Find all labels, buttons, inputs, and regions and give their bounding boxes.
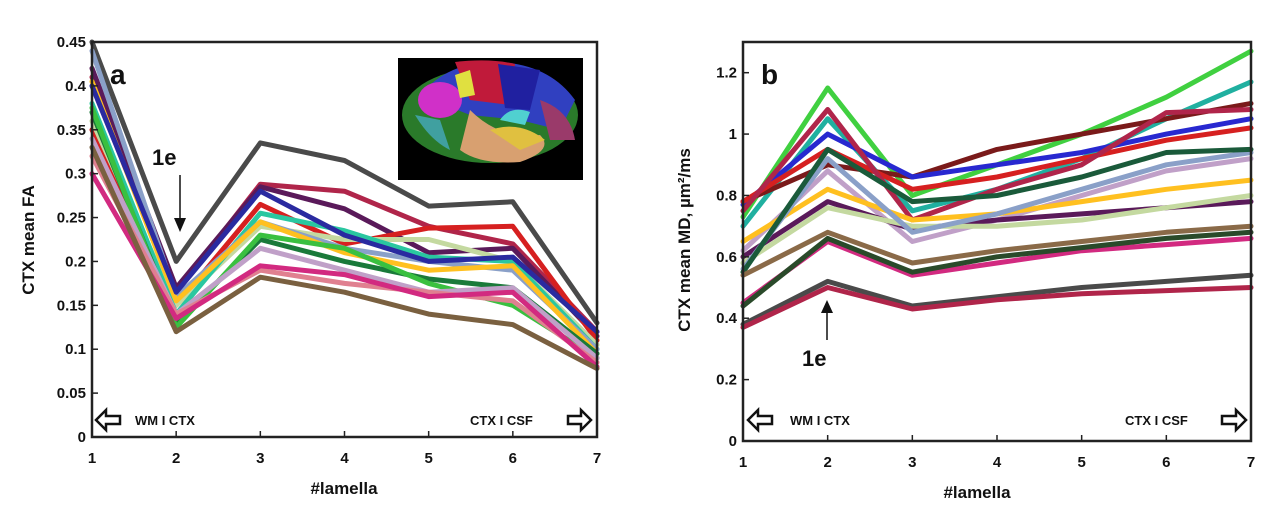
- left-region-label-a: WM I CTX: [135, 413, 195, 428]
- y-axis-label-a: CTX mean FA: [19, 185, 38, 295]
- series-line-b-6: [740, 107, 1254, 223]
- series-line-b-15: [740, 229, 1254, 309]
- x-tick-label-a-3: 3: [256, 450, 264, 467]
- x-tick-label-a-5: 5: [424, 450, 432, 467]
- y-tick-label-a-0: 0: [78, 429, 86, 446]
- series-line-b-3: [740, 100, 1254, 205]
- x-tick-label-b-4: 4: [993, 454, 1002, 471]
- chart-panel-a: 1 2 3 4 5 6 7 0 0.05 0.1 0.15 0.2 0.25 0.3 0.35 0.4 0.45…: [19, 34, 601, 498]
- x-tick-label-b-5: 5: [1077, 454, 1085, 471]
- series-line-a-15: [89, 83, 600, 335]
- series-line-a-1: [89, 39, 600, 326]
- x-tick-label-b-1: 1: [739, 454, 747, 471]
- x-tick-label-b-7: 7: [1247, 454, 1255, 471]
- series-line-b-13: [740, 223, 1254, 278]
- right-arrow-icon-b: [1220, 406, 1248, 434]
- y-tick-label-a-0.2: 0.2: [65, 253, 86, 270]
- x-tick-label-a-4: 4: [340, 450, 349, 467]
- series-line-b-17: [740, 285, 1254, 330]
- y-tick-label-a-0.45: 0.45: [57, 34, 86, 51]
- x-tick-label-a-7: 7: [593, 450, 601, 467]
- y-tick-label-b-0.2: 0.2: [716, 372, 737, 389]
- series-line-b-4: [740, 116, 1254, 208]
- series-line-a-8: [89, 79, 600, 357]
- series-line-b-10: [740, 193, 1254, 266]
- annotation-1e-a: 1e: [152, 145, 176, 170]
- ticks-group-b: 1 2 3 4 5 6 7 0 0.2 0.4 0.6 0.8 1 1.2: [716, 65, 1255, 471]
- y-tick-label-b-1.2: 1.2: [716, 65, 737, 82]
- brain-inset-image: [398, 58, 583, 180]
- right-arrow-icon-a: [566, 406, 593, 434]
- x-axis-label-b: #lamella: [943, 483, 1011, 502]
- y-tick-label-a-0.15: 0.15: [57, 297, 86, 314]
- annotation-arrowhead-a: [174, 218, 186, 232]
- panel-label-b: b: [761, 59, 778, 90]
- annotation-arrowhead-b: [821, 300, 833, 313]
- left-arrow-icon-b: [746, 406, 774, 434]
- y-tick-label-b-0.4: 0.4: [716, 310, 738, 327]
- series-line-a-13: [89, 171, 600, 370]
- y-tick-label-a-0.3: 0.3: [65, 166, 86, 183]
- series-group-a: [89, 39, 600, 371]
- x-tick-label-b-6: 6: [1162, 454, 1170, 471]
- series-line-b-12: [740, 146, 1254, 275]
- left-region-label-b: WM I CTX: [790, 413, 850, 428]
- series-line-b-11: [740, 150, 1254, 272]
- left-arrow-icon-a: [94, 406, 122, 434]
- y-tick-label-a-0.35: 0.35: [57, 122, 86, 139]
- right-region-label-b: CTX I CSF: [1125, 413, 1188, 428]
- y-tick-label-a-0.05: 0.05: [57, 385, 86, 402]
- right-region-label-a: CTX I CSF: [470, 413, 533, 428]
- y-tick-label-b-0.8: 0.8: [716, 187, 737, 204]
- panel-label-a: a: [110, 59, 126, 90]
- y-tick-label-a-0.4: 0.4: [65, 78, 87, 95]
- chart-panel-b: 1 2 3 4 5 6 7 0 0.2 0.4 0.6 0.8 1 1.2 b 1e WM I CTX C…: [675, 40, 1255, 502]
- x-axis-label-a: #lamella: [310, 479, 378, 498]
- y-tick-label-b-0: 0: [729, 433, 737, 450]
- series-group-b: [740, 48, 1254, 330]
- x-tick-label-a-1: 1: [88, 450, 96, 467]
- y-tick-label-b-0.6: 0.6: [716, 249, 737, 266]
- x-tick-label-b-2: 2: [823, 454, 831, 471]
- x-tick-label-b-3: 3: [908, 454, 916, 471]
- y-tick-label-a-0.1: 0.1: [65, 341, 86, 358]
- y-axis-label-b: CTX mean MD, µm²/ms: [675, 148, 694, 332]
- series-line-a-14: [89, 144, 600, 371]
- ticks-group-a: 1 2 3 4 5 6 7 0 0.05 0.1 0.15 0.2 0.25 0.3 0.35 0.4 0.45: [57, 34, 601, 467]
- x-tick-label-a-6: 6: [509, 450, 517, 467]
- x-tick-label-a-2: 2: [172, 450, 180, 467]
- annotation-1e-b: 1e: [802, 346, 826, 371]
- y-tick-label-b-1: 1: [729, 126, 737, 143]
- series-line-b-16: [740, 272, 1254, 327]
- y-tick-label-a-0.25: 0.25: [57, 210, 86, 227]
